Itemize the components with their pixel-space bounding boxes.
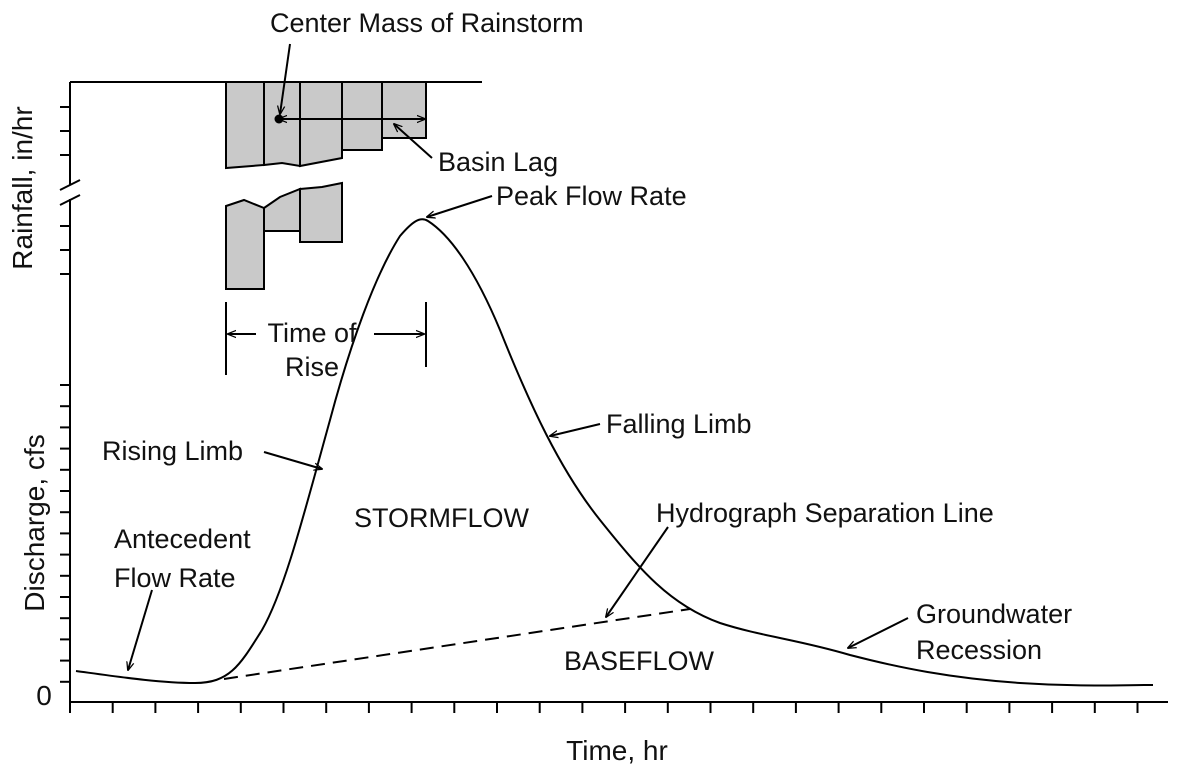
peak-flow-label: Peak Flow Rate: [496, 181, 687, 211]
rain-bar-6: [225, 198, 265, 290]
antecedent-label-line2: Flow Rate: [114, 563, 236, 593]
rising-limb-arrow: [263, 451, 322, 469]
rain-bar-2: [263, 81, 301, 168]
rain-bar-3: [299, 81, 343, 168]
groundwater-label-line1: Groundwater: [916, 599, 1072, 629]
center-mass-arrow: [280, 43, 291, 114]
zero-label: 0: [36, 680, 52, 711]
rain-bar-5: [381, 81, 427, 139]
antecedent-label-line1: Antecedent: [114, 524, 251, 554]
rain-bar-4: [341, 81, 383, 151]
y-axis-ticks: [60, 106, 70, 683]
time-of-rise-label-line1: Time of: [267, 318, 357, 348]
rain-bar-7: [263, 187, 301, 232]
falling-limb-arrow: [550, 423, 601, 436]
discharge-axis-title: Discharge, cfs: [19, 434, 50, 611]
rainfall-axis-title: Rainfall, in/hr: [7, 106, 38, 269]
stormflow-label: STORMFLOW: [354, 503, 530, 533]
x-axis-title: Time, hr: [566, 735, 668, 766]
falling-limb-label: Falling Limb: [606, 409, 752, 439]
axis-break-mark-1: [59, 179, 81, 191]
rising-limb-label: Rising Limb: [102, 436, 243, 466]
rain-bar-8: [299, 181, 343, 243]
antecedent-arrow: [128, 589, 153, 670]
x-axis: [69, 701, 1168, 713]
x-axis-ticks: [69, 702, 1139, 713]
separation-arrow: [606, 526, 669, 617]
rainfall-hyetograph: [70, 81, 482, 290]
y-axis: [59, 82, 81, 702]
separation-line-label: Hydrograph Separation Line: [656, 498, 994, 528]
labels: Center Mass of Rainstorm Basin Lag Peak …: [102, 8, 1072, 676]
annotation-arrows: [128, 43, 909, 670]
groundwater-arrow: [848, 617, 909, 648]
groundwater-label-line2: Recession: [916, 635, 1042, 665]
hydrograph-curve: [75, 218, 1154, 687]
basin-lag-label: Basin Lag: [438, 147, 558, 177]
rain-bar-1: [225, 81, 265, 170]
peak-flow-arrow: [427, 195, 493, 217]
time-of-rise-label-line2: Rise: [285, 352, 339, 382]
baseflow-label: BASEFLOW: [564, 646, 715, 676]
axis-break-mark-2: [59, 194, 81, 206]
basin-lag-arrow: [394, 124, 433, 159]
separation-line: [223, 608, 691, 680]
center-mass-label: Center Mass of Rainstorm: [270, 8, 584, 38]
